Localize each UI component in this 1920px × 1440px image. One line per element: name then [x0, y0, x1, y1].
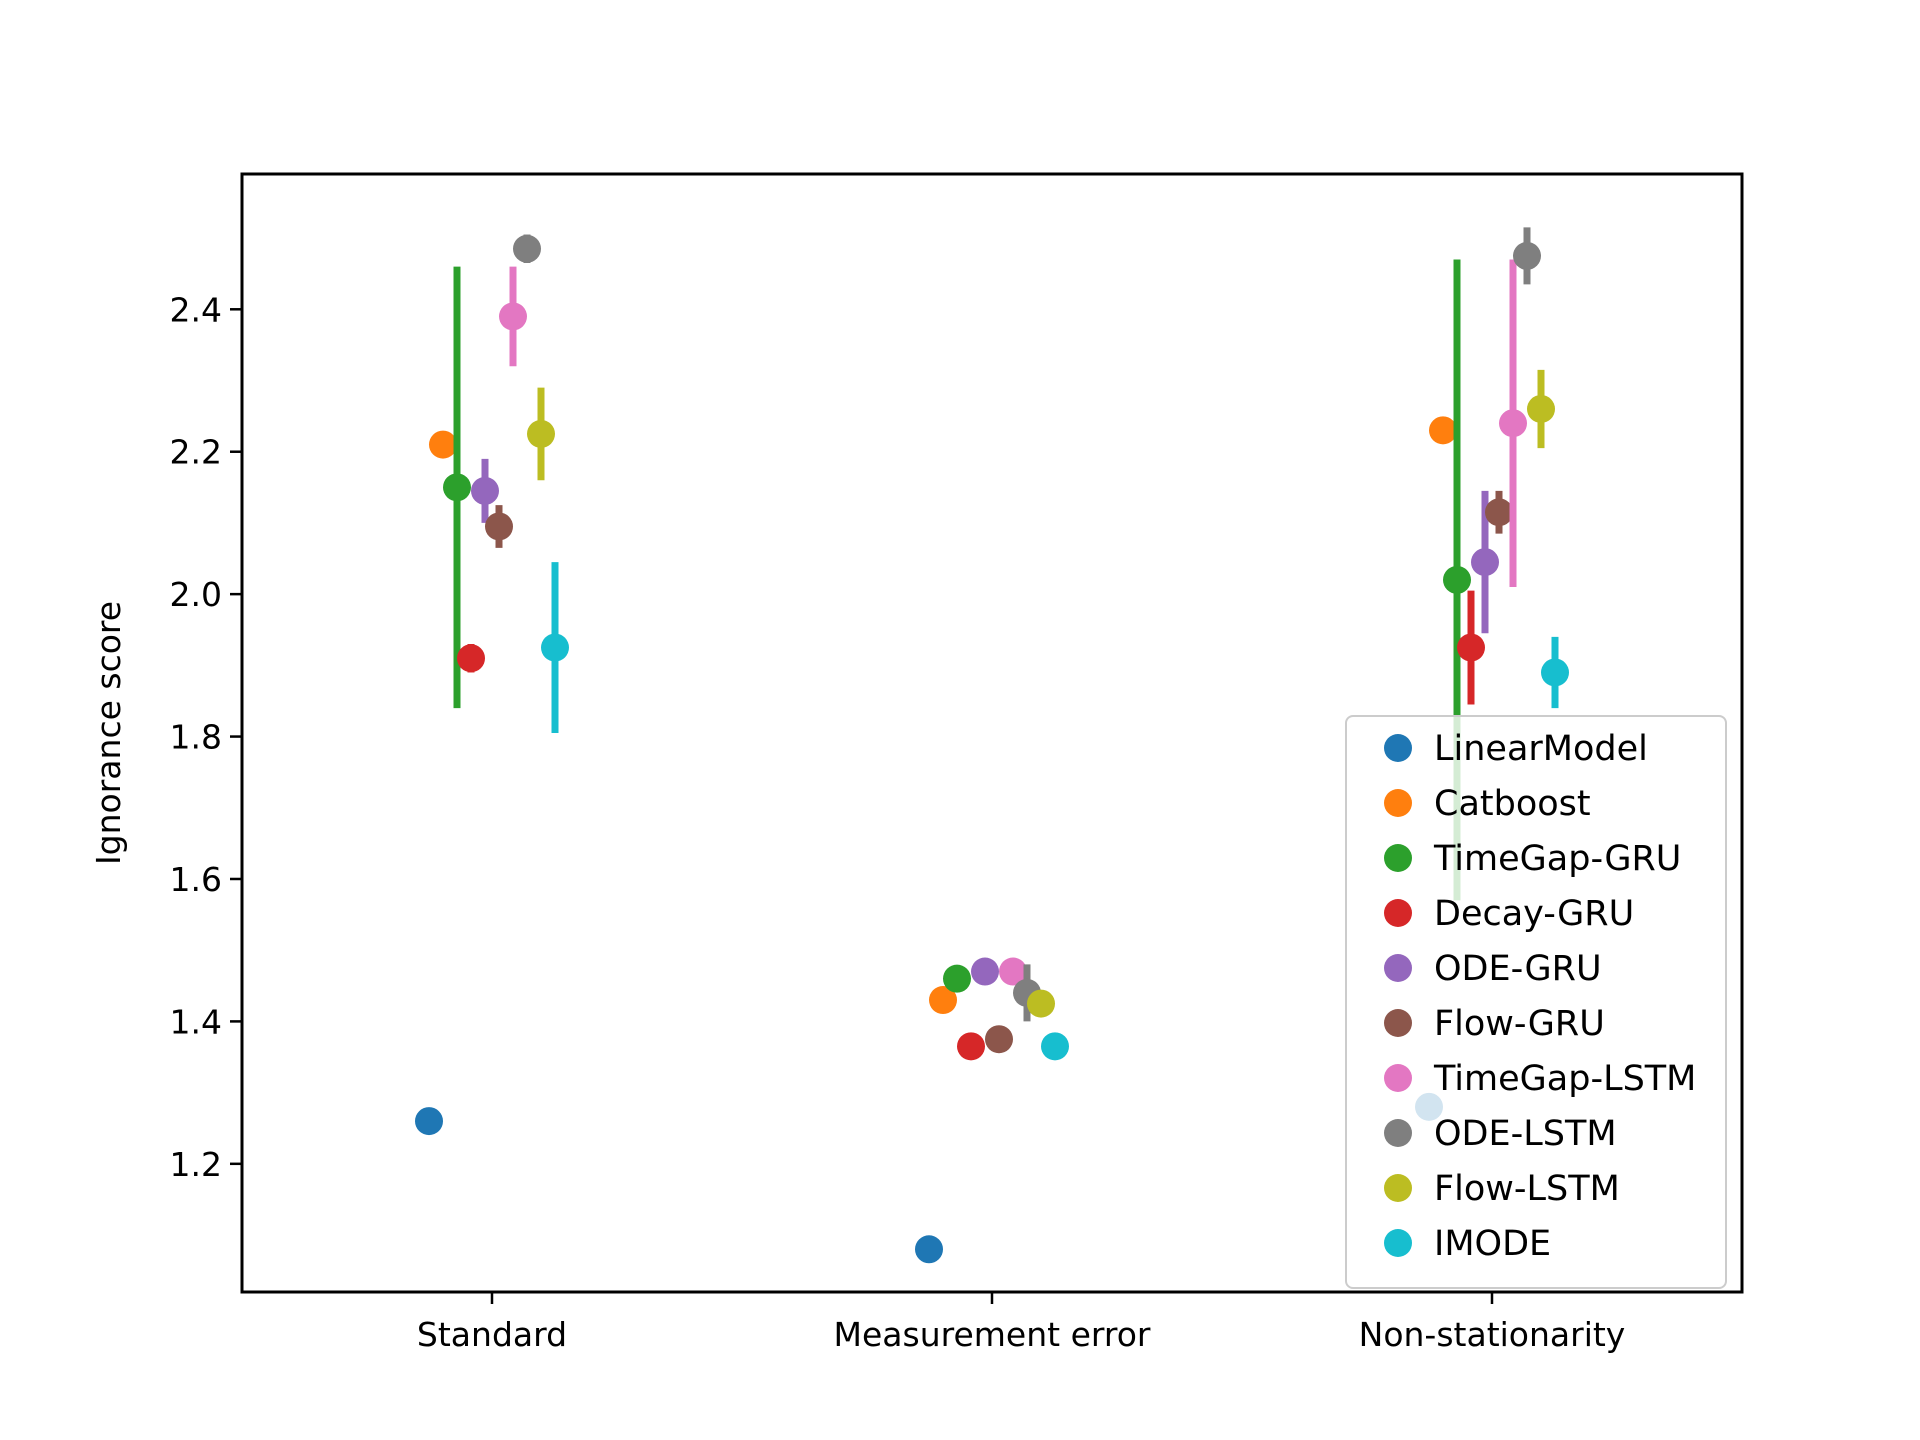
data-point	[1429, 416, 1457, 445]
data-point	[1471, 548, 1499, 577]
legend-label: Decay-GRU	[1434, 894, 1634, 934]
x-axis: Standard Measurement error Non-stationarit…	[417, 1292, 1625, 1354]
y-axis-label: Ignorance score	[89, 601, 128, 865]
data-point	[1541, 658, 1569, 687]
data-point	[429, 430, 457, 459]
data-point	[415, 1107, 443, 1136]
x-tick-label: Non-stationarity	[1359, 1315, 1626, 1354]
data-point	[971, 957, 999, 986]
legend-label: ODE-GRU	[1434, 949, 1602, 989]
data-point	[1027, 989, 1055, 1018]
data-point	[999, 957, 1027, 986]
data-point	[1513, 241, 1541, 270]
y-axis: 1.2 1.4 1.6 1.8 2.0 2.2 2.4	[170, 290, 242, 1184]
legend-marker	[1384, 789, 1412, 817]
data-point	[485, 512, 513, 541]
legend: LinearModel Catboost TimeGap-GRU Decay-GRU O…	[1345, 715, 1727, 1289]
data-point	[541, 633, 569, 662]
legend-box	[1345, 715, 1727, 1289]
data-point	[929, 986, 957, 1015]
data-point	[985, 1025, 1013, 1054]
y-tick-label: 2.2	[170, 433, 222, 472]
data-point	[527, 419, 555, 448]
x-tick-label: Standard	[417, 1315, 567, 1354]
y-tick-label: 1.6	[170, 860, 222, 899]
legend-label: TimeGap-GRU	[1433, 839, 1681, 879]
y-tick-label: 1.8	[170, 718, 222, 757]
data-point	[943, 964, 971, 993]
legend-label: Flow-GRU	[1434, 1004, 1605, 1044]
legend-marker	[1384, 954, 1412, 982]
legend-marker	[1384, 1064, 1412, 1092]
legend-marker	[1384, 1174, 1412, 1202]
data-point	[499, 302, 527, 331]
legend-marker	[1384, 844, 1412, 872]
legend-marker	[1384, 734, 1412, 762]
legend-label: Flow-LSTM	[1434, 1169, 1620, 1209]
legend-marker	[1384, 1229, 1412, 1257]
y-tick-label: 1.4	[170, 1002, 222, 1041]
data-point	[1041, 1032, 1069, 1061]
y-tick-label: 2.4	[170, 290, 222, 329]
data-point	[1499, 409, 1527, 438]
legend-label: LinearModel	[1434, 729, 1648, 769]
y-tick-label: 1.2	[170, 1145, 222, 1184]
data-point	[513, 234, 541, 263]
data-point	[457, 644, 485, 673]
legend-label: Catboost	[1434, 784, 1591, 824]
legend-marker	[1384, 1009, 1412, 1037]
data-marks	[415, 227, 1569, 1264]
legend-marker	[1384, 1119, 1412, 1147]
data-point	[471, 476, 499, 505]
x-tick-label: Measurement error	[834, 1315, 1151, 1354]
data-point	[957, 1032, 985, 1061]
data-point	[1443, 565, 1471, 594]
data-point	[1457, 633, 1485, 662]
data-point	[1485, 498, 1513, 527]
legend-label: IMODE	[1434, 1224, 1551, 1264]
y-tick-label: 2.0	[170, 575, 222, 614]
data-point	[443, 473, 471, 502]
data-point	[1527, 394, 1555, 423]
legend-label: TimeGap-LSTM	[1433, 1059, 1696, 1099]
legend-marker	[1384, 899, 1412, 927]
legend-label: ODE-LSTM	[1434, 1114, 1617, 1154]
data-point	[915, 1235, 943, 1264]
